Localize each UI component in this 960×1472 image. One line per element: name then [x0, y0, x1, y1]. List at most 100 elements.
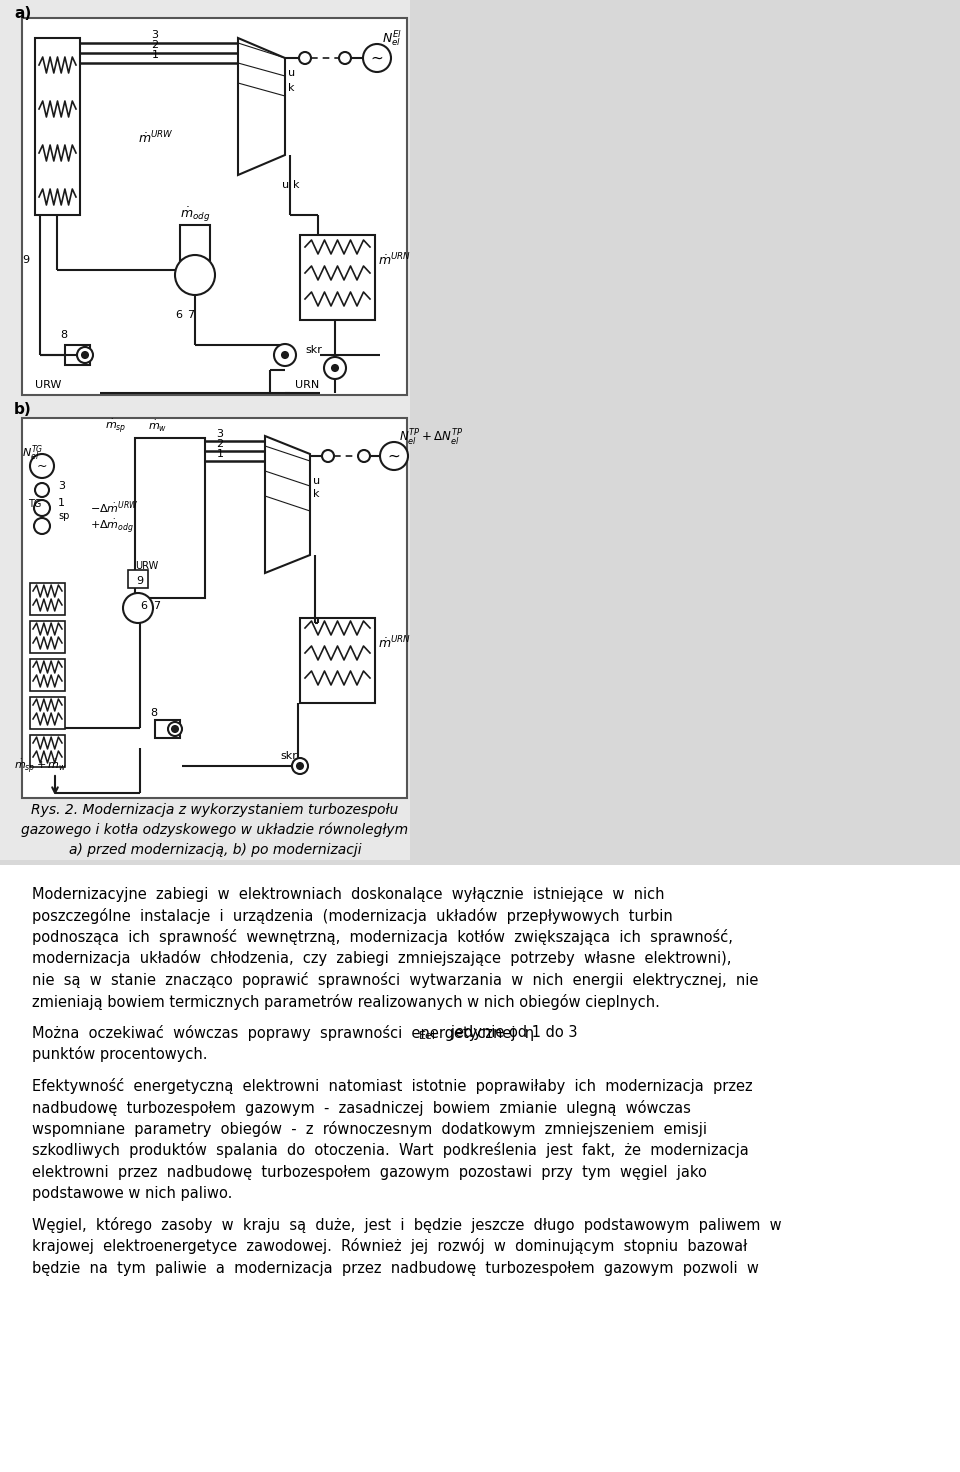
Text: 1: 1: [58, 498, 65, 508]
Circle shape: [299, 52, 311, 63]
Text: $N_{el}^{TG}$: $N_{el}^{TG}$: [22, 443, 43, 462]
Text: 8: 8: [60, 330, 67, 340]
Text: gazowego i kotła odzyskowego w układzie równoległym: gazowego i kotła odzyskowego w układzie …: [21, 823, 409, 838]
Text: 2: 2: [216, 439, 224, 449]
Text: $N_{el}^{El}$: $N_{el}^{El}$: [382, 28, 402, 47]
Text: a): a): [14, 6, 32, 21]
Text: $-\Delta \dot{m}^{URW}$: $-\Delta \dot{m}^{URW}$: [90, 499, 139, 517]
Text: k: k: [288, 82, 295, 93]
Text: b): b): [14, 402, 32, 418]
Text: 3: 3: [58, 481, 65, 492]
Text: ~: ~: [371, 50, 383, 65]
Bar: [35, 38, 80, 215]
Text: jedynie od 1 do 3: jedynie od 1 do 3: [437, 1026, 578, 1041]
Text: skr: skr: [280, 751, 297, 761]
Circle shape: [172, 726, 178, 732]
Circle shape: [380, 442, 408, 470]
Circle shape: [82, 352, 88, 358]
Polygon shape: [265, 436, 310, 573]
Text: k: k: [313, 489, 320, 499]
Text: 6: 6: [175, 311, 182, 319]
Circle shape: [123, 593, 153, 623]
Text: ~: ~: [36, 459, 47, 473]
Bar: [65, 344, 90, 365]
Text: Węgiel,  którego  zasoby  w  kraju  są  duże,  jest  i  będzie  jeszcze  długo  : Węgiel, którego zasoby w kraju są duże, …: [32, 1217, 781, 1234]
Text: URW: URW: [135, 561, 158, 571]
Bar: [0, 866, 960, 1472]
Text: u: u: [313, 475, 320, 486]
Text: $N_{el}^{TP}+\Delta N_{el}^{TP}$: $N_{el}^{TP}+\Delta N_{el}^{TP}$: [399, 428, 463, 447]
Text: wspomniane  parametry  obiegów  -  z  równoczesnym  dodatkowym  zmniejszeniem  e: wspomniane parametry obiegów - z równocz…: [32, 1122, 707, 1136]
Text: skr: skr: [305, 344, 322, 355]
Text: szkodliwych  produktów  spalania  do  otoczenia.  Wart  podkreślenia  jest  fakt: szkodliwych produktów spalania do otocze…: [32, 1142, 749, 1158]
Text: 7: 7: [153, 601, 160, 611]
Bar: [22, 18, 407, 394]
Circle shape: [35, 483, 49, 498]
Text: punktów procentowych.: punktów procentowych.: [32, 1047, 207, 1063]
Text: 6: 6: [140, 601, 147, 611]
Text: a) przed modernizacją, b) po modernizacji: a) przed modernizacją, b) po modernizacj…: [69, 843, 361, 857]
Text: 9: 9: [136, 576, 143, 586]
Bar: [30, 583, 65, 615]
Text: u: u: [282, 180, 289, 190]
Circle shape: [282, 352, 288, 358]
Text: poszczególne  instalacje  i  urządzenia  (modernizacja  układów  przepływowych  : poszczególne instalacje i urządzenia (mo…: [32, 908, 673, 923]
Text: Eel: Eel: [420, 1030, 436, 1041]
Circle shape: [297, 762, 303, 768]
Text: u: u: [288, 68, 295, 78]
Bar: [300, 236, 375, 319]
Text: modernizacja  układów  chłodzenia,  czy  zabiegi  zmniejszające  potrzeby  własn: modernizacja układów chłodzenia, czy zab…: [32, 951, 732, 967]
Text: $\dot{m}^{URW}$: $\dot{m}^{URW}$: [138, 130, 174, 146]
Text: podnosząca  ich  sprawność  wewnętrzną,  modernizacja  kotłów  zwiększająca  ich: podnosząca ich sprawność wewnętrzną, mod…: [32, 929, 732, 945]
Text: $\dot{m}_{odg}$: $\dot{m}_{odg}$: [180, 206, 210, 224]
Text: TG: TG: [28, 499, 41, 509]
Text: 9: 9: [22, 255, 29, 265]
Text: $\dot{m}_{sp}+\dot{m}_{w}$: $\dot{m}_{sp}+\dot{m}_{w}$: [14, 757, 67, 774]
Text: 1: 1: [152, 50, 158, 60]
Bar: [135, 439, 205, 598]
Polygon shape: [238, 38, 285, 175]
Text: 2: 2: [152, 40, 158, 50]
Text: nadbudowę  turbozespołem  gazowym  -  zasadniczej  bowiem  zmianie  ulegną  wówc: nadbudowę turbozespołem gazowym - zasadn…: [32, 1100, 691, 1116]
Text: 8: 8: [150, 708, 157, 718]
Bar: [155, 720, 180, 737]
Text: 7: 7: [187, 311, 194, 319]
Bar: [180, 225, 210, 261]
Text: Modernizacyjne  zabiegi  w  elektrowniach  doskonalące  wyłącznie  istniejące  w: Modernizacyjne zabiegi w elektrowniach d…: [32, 886, 664, 901]
Bar: [128, 570, 148, 587]
Text: $\dot{m}^{URN}$: $\dot{m}^{URN}$: [378, 252, 411, 268]
Text: krajowej  elektroenergetyce  zawodowej.  Również  jej  rozwój  w  dominującym  s: krajowej elektroenergetyce zawodowej. Ró…: [32, 1238, 747, 1254]
Text: 3: 3: [152, 29, 158, 40]
Text: 3: 3: [217, 428, 224, 439]
Text: zmieniają bowiem termicznych parametrów realizowanych w nich obiegów cieplnych.: zmieniają bowiem termicznych parametrów …: [32, 994, 660, 1010]
Text: elektrowni  przez  nadbudowę  turbozespołem  gazowym  pozostawi  przy  tym  węgi: elektrowni przez nadbudowę turbozespołem…: [32, 1164, 707, 1179]
Circle shape: [332, 365, 338, 371]
Bar: [410, 0, 960, 860]
Bar: [30, 735, 65, 767]
Text: $\dot{m}_{sp}$: $\dot{m}_{sp}$: [105, 417, 127, 434]
Circle shape: [363, 44, 391, 72]
Circle shape: [77, 347, 93, 364]
Circle shape: [34, 518, 50, 534]
Bar: [30, 621, 65, 654]
Circle shape: [175, 255, 215, 294]
Text: Efektywność  energetyczną  elektrowni  natomiast  istotnie  poprawiłaby  ich  mo: Efektywność energetyczną elektrowni nato…: [32, 1078, 753, 1094]
Text: $\dot{m}^{URN}$: $\dot{m}^{URN}$: [378, 634, 411, 651]
Text: 1: 1: [217, 449, 224, 459]
Bar: [22, 418, 407, 798]
Bar: [30, 698, 65, 729]
Text: URN: URN: [295, 380, 320, 390]
Text: Rys. 2. Modernizacja z wykorzystaniem turbozespołu: Rys. 2. Modernizacja z wykorzystaniem tu…: [32, 804, 398, 817]
Text: URW: URW: [35, 380, 61, 390]
Text: podstawowe w nich paliwo.: podstawowe w nich paliwo.: [32, 1186, 232, 1201]
Circle shape: [34, 500, 50, 517]
Circle shape: [324, 358, 346, 378]
Text: sp: sp: [58, 511, 69, 521]
Text: k: k: [293, 180, 300, 190]
Circle shape: [168, 721, 182, 736]
Bar: [0, 0, 960, 860]
Text: Można  oczekiwać  wówczas  poprawy  sprawności  energetycznej  η: Można oczekiwać wówczas poprawy sprawnoś…: [32, 1025, 534, 1041]
Text: nie  są  w  stanie  znacząco  poprawić  sprawności  wytwarzania  w  nich  energi: nie są w stanie znacząco poprawić sprawn…: [32, 972, 758, 988]
Text: ~: ~: [388, 449, 400, 464]
Bar: [300, 618, 375, 704]
